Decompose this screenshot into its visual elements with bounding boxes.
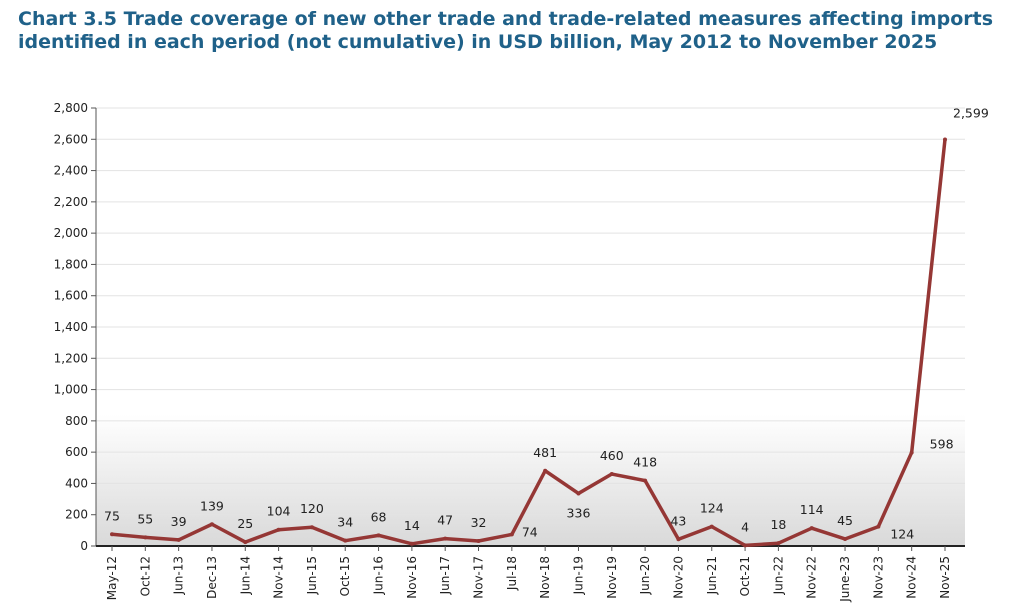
y-tick-label: 1,400: [54, 320, 88, 334]
data-label: 114: [800, 502, 824, 517]
data-label: 14: [404, 518, 420, 533]
x-tick-label: Nov-24: [905, 556, 919, 599]
data-point: [443, 536, 448, 541]
data-point: [609, 472, 614, 477]
y-tick-label: 800: [65, 414, 88, 428]
data-label: 39: [171, 514, 187, 529]
data-label: 481: [533, 445, 557, 460]
data-point: [676, 537, 681, 542]
x-tick-label: Nov-18: [538, 556, 552, 599]
data-point: [176, 537, 181, 542]
data-point: [143, 535, 148, 540]
data-point: [309, 525, 314, 530]
data-label: 124: [890, 527, 914, 542]
data-point: [209, 522, 214, 527]
data-point: [909, 450, 914, 455]
data-point: [543, 468, 548, 473]
data-label: 598: [930, 436, 954, 451]
data-label: 55: [137, 511, 153, 526]
y-tick-label: 1,200: [54, 351, 88, 365]
data-label: 47: [437, 513, 453, 528]
x-tick-label: June-23: [838, 556, 852, 603]
data-label: 45: [837, 513, 853, 528]
x-tick-label: Jun-19: [571, 556, 585, 595]
x-tick-label: Jun-22: [771, 556, 785, 595]
y-tick-label: 2,200: [54, 195, 88, 209]
data-label: 68: [371, 509, 387, 524]
x-tick-label: Nov-20: [671, 556, 685, 599]
data-label: 124: [700, 501, 724, 516]
data-point: [243, 540, 248, 545]
data-label: 74: [522, 524, 538, 539]
data-point: [409, 541, 414, 546]
data-point: [643, 478, 648, 483]
data-label: 2,599: [953, 105, 989, 120]
data-point: [776, 541, 781, 546]
data-point: [843, 536, 848, 541]
y-tick-label: 600: [65, 445, 88, 459]
data-point: [943, 137, 947, 142]
x-tick-label: Nov-19: [605, 556, 619, 599]
x-tick-label: Nov-14: [272, 556, 286, 599]
x-tick-label: Jun-13: [172, 556, 186, 595]
y-tick-label: 2,400: [54, 164, 88, 178]
data-point: [809, 526, 814, 531]
x-tick-label: Nov-17: [472, 556, 486, 599]
y-tick-label: 2,600: [54, 132, 88, 146]
data-point: [276, 527, 281, 532]
y-tick-label: 2,800: [54, 101, 88, 115]
x-tick-label: Nov-22: [805, 556, 819, 599]
data-label: 43: [670, 513, 686, 528]
data-label: 336: [567, 505, 591, 520]
data-label: 32: [471, 515, 487, 530]
data-point: [576, 491, 581, 496]
x-tick-label: Oct-12: [138, 556, 152, 596]
data-point: [476, 538, 481, 543]
data-label: 139: [200, 498, 224, 513]
data-label: 75: [104, 508, 120, 523]
y-tick-label: 2,000: [54, 226, 88, 240]
data-point: [343, 538, 348, 543]
data-point: [509, 532, 514, 537]
data-label: 34: [337, 515, 353, 530]
data-point: [376, 533, 381, 538]
data-point: [876, 524, 881, 529]
data-label: 25: [237, 516, 253, 531]
y-tick-label: 200: [65, 508, 88, 522]
x-tick-label: Nov-16: [405, 556, 419, 599]
data-line: [111, 139, 947, 548]
y-tick-label: 0: [80, 539, 88, 553]
data-label: 418: [633, 455, 657, 470]
x-tick-label: Jul-18: [505, 556, 519, 591]
x-tick-label: Jun-21: [705, 556, 719, 595]
x-tick-label: Jun-16: [372, 556, 386, 595]
x-tick-label: Dec-13: [205, 556, 219, 599]
x-tick-label: Jun-20: [638, 556, 652, 595]
y-tick-label: 400: [65, 476, 88, 490]
data-label: 120: [300, 501, 324, 516]
x-tick-label: Jun-15: [305, 556, 319, 595]
x-tick-label: Oct-15: [338, 556, 352, 596]
data-point: [743, 543, 748, 548]
x-tick-label: Nov-23: [871, 556, 885, 599]
x-tick-label: Oct-21: [738, 556, 752, 596]
chart-title: Chart 3.5 Trade coverage of new other tr…: [18, 8, 994, 53]
x-tick-label: May-12: [105, 556, 119, 600]
data-point: [709, 524, 714, 529]
data-label: 4: [741, 519, 749, 534]
x-tick-label: Nov-25: [938, 556, 952, 599]
data-label: 18: [770, 517, 786, 532]
data-label: 460: [600, 448, 624, 463]
y-tick-label: 1,600: [54, 289, 88, 303]
x-tick-label: Jun-14: [238, 556, 252, 595]
y-tick-label: 1,800: [54, 257, 88, 271]
y-tick-label: 1,000: [54, 383, 88, 397]
data-label: 104: [267, 504, 291, 519]
x-tick-label: Jun-17: [438, 556, 452, 595]
data-point: [110, 532, 114, 537]
